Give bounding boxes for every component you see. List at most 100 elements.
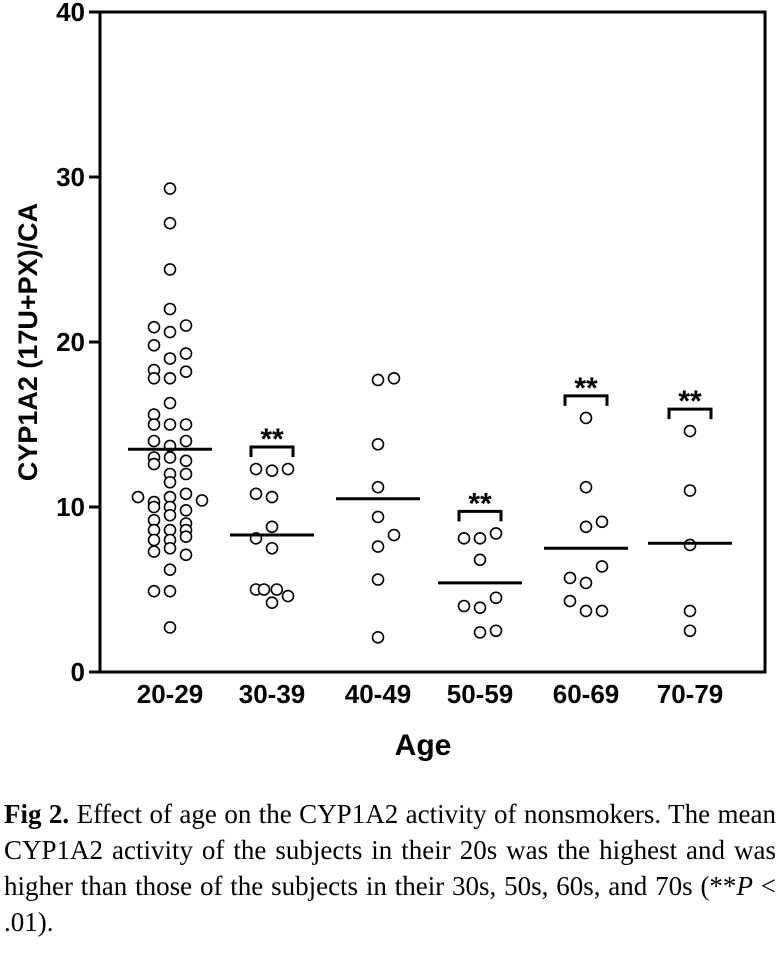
data-point [281, 589, 295, 603]
x-tick-label: 50-59 [447, 679, 514, 709]
significance-bracket [249, 445, 295, 458]
data-point [179, 365, 193, 379]
data-point [683, 424, 697, 438]
x-tick-label: 30-39 [239, 679, 306, 709]
data-point [371, 437, 385, 451]
data-point [179, 467, 193, 481]
data-point [683, 484, 697, 497]
y-tick-label: 40 [56, 0, 85, 27]
data-point [163, 418, 177, 431]
data-point [163, 396, 177, 410]
caption-text-after: < .01). [4, 871, 776, 937]
data-point [457, 599, 471, 613]
data-point [163, 263, 177, 276]
data-point [163, 563, 177, 577]
plot-frame [98, 10, 767, 674]
data-point [371, 631, 385, 644]
data-point [249, 462, 263, 476]
caption-text-before: Effect of age on the CYP1A2 activity of … [4, 799, 777, 901]
data-groups: ** ** ** ** [128, 182, 732, 644]
significance-bracket [667, 407, 713, 420]
data-point [147, 584, 161, 598]
figure-label: Fig 2. [4, 799, 70, 829]
y-tick-label: 0 [71, 657, 85, 687]
data-point [265, 490, 279, 504]
data-point [179, 530, 193, 544]
data-point [371, 540, 385, 553]
data-point [131, 490, 145, 504]
data-point [489, 527, 503, 540]
data-point [249, 487, 263, 501]
significance-bracket [563, 394, 609, 406]
data-point [563, 571, 577, 585]
figure-caption: Fig 2. Effect of age on the CYP1A2 activ… [4, 796, 776, 940]
caption-p-symbol: P [736, 871, 753, 901]
data-point [473, 532, 487, 545]
significance-marker: ** [260, 423, 284, 456]
significance-marker: ** [678, 385, 702, 418]
significance-bracket [457, 509, 503, 522]
group-50-59: ** [438, 487, 522, 639]
data-point [683, 538, 697, 552]
data-point [147, 500, 161, 514]
data-point [163, 508, 177, 522]
x-ticks: 20-29 30-39 40-49 50-59 60-69 70-79 [137, 679, 724, 709]
data-point [147, 418, 161, 431]
data-point [563, 594, 577, 608]
data-point [489, 591, 503, 605]
significance-marker: ** [574, 372, 598, 405]
data-point [371, 510, 385, 524]
y-tick-label: 20 [56, 327, 85, 357]
x-tick-label: 60-69 [553, 679, 620, 709]
data-point [265, 541, 279, 555]
y-axis-label: CYP1A2 (17U+PX)/CA [13, 203, 43, 481]
data-point [595, 560, 609, 573]
axes [98, 10, 767, 674]
data-point [179, 548, 193, 562]
data-point [163, 371, 177, 385]
data-point [147, 457, 161, 471]
data-point [179, 418, 193, 431]
data-point [179, 319, 193, 332]
data-point [595, 604, 609, 618]
data-point [473, 553, 487, 567]
data-point [179, 454, 193, 468]
data-point [195, 494, 209, 507]
y-tick-label: 10 [56, 492, 85, 522]
data-point [163, 475, 177, 489]
data-point [163, 302, 177, 316]
data-point [579, 604, 593, 618]
data-point [163, 621, 177, 634]
data-point [163, 216, 177, 230]
x-tick-label: 70-79 [657, 679, 724, 709]
data-point [270, 583, 284, 596]
data-point [265, 596, 279, 610]
data-point [579, 480, 593, 494]
data-point [147, 320, 161, 334]
significance-marker: ** [468, 487, 492, 520]
data-point [179, 503, 193, 517]
data-point [371, 373, 385, 387]
x-axis-label: Age [395, 729, 452, 762]
group-70-79: ** [648, 385, 732, 638]
data-point [163, 182, 177, 195]
y-tick-label: 30 [56, 162, 85, 192]
data-point [179, 487, 193, 501]
data-point [147, 533, 161, 547]
scatter-chart: 0 10 20 30 40 20-29 30-39 40-49 50-59 60-69 70-79… [13, 0, 767, 762]
data-point [265, 520, 279, 534]
data-point [579, 520, 593, 534]
data-point [683, 604, 697, 618]
group-30-39: ** [230, 423, 314, 610]
data-point [163, 584, 177, 598]
data-point [683, 624, 697, 638]
data-point [265, 464, 279, 478]
x-tick-label: 40-49 [345, 679, 412, 709]
data-point [457, 532, 471, 545]
data-point [163, 451, 177, 464]
data-point [147, 545, 161, 558]
data-point [147, 371, 161, 385]
x-tick-label: 20-29 [137, 679, 204, 709]
y-ticks: 0 10 20 30 40 [56, 0, 100, 687]
data-point [579, 411, 593, 425]
